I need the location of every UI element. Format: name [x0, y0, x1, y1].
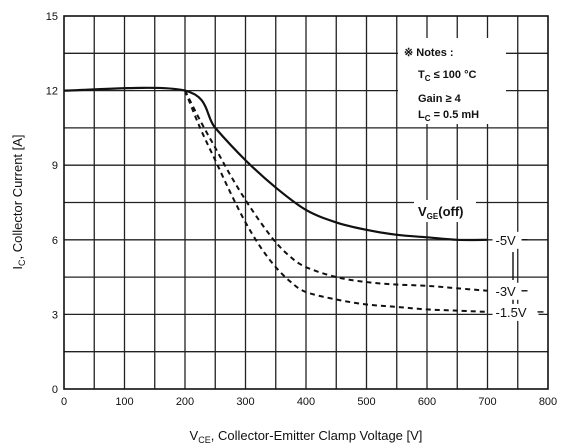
y-axis-label: IC, Collector Current [A]	[10, 134, 27, 269]
notes-gain: Gain ≥ 4	[418, 93, 462, 105]
x-tick-label: 500	[357, 396, 375, 408]
series-line--5V	[63, 86, 488, 242]
plot-frame	[63, 15, 549, 390]
series-label: -1.5V	[496, 305, 527, 320]
series-line--1_5V	[184, 90, 488, 313]
y-tick-label: 3	[52, 309, 58, 321]
x-tick-label: 100	[115, 396, 133, 408]
series-label: -3V	[496, 284, 517, 299]
x-tick-label: 400	[297, 396, 315, 408]
notes-background	[398, 38, 506, 124]
x-tick-label: 800	[539, 396, 557, 408]
series-label: -5V	[496, 233, 517, 248]
y-tick-label: 9	[52, 160, 58, 172]
notes-title: ※ Notes :	[404, 47, 454, 59]
series-label-background	[492, 282, 523, 300]
y-tick-label: 0	[52, 384, 58, 396]
series-line--3V	[184, 90, 488, 292]
x-tick-label: 300	[236, 396, 254, 408]
series-label-background	[492, 231, 523, 249]
legend-title-background	[414, 200, 476, 222]
x-tick-label: 200	[176, 396, 194, 408]
y-tick-label: 15	[46, 11, 58, 23]
legend-title: VGE(off)	[418, 204, 464, 221]
x-axis-label: VCE, Collector-Emitter Clamp Voltage [V]	[190, 428, 423, 445]
tick-labels: 0 100 200 300 400 500 600 700 800 0 3 6 9 12 15	[46, 11, 557, 408]
x-tick-label: 600	[418, 396, 436, 408]
series-label-background	[492, 303, 539, 321]
notes: ※ Notes : TC ≤ 100 °C Gain ≥ 4 LC = 0.5 …	[404, 47, 479, 123]
y-tick-label: 6	[52, 235, 58, 247]
notes-inductance: LC = 0.5 mH	[418, 109, 479, 123]
series-labels: -5V -3V -1.5V	[492, 231, 544, 321]
notes-temperature: TC ≤ 100 °C	[418, 69, 476, 83]
series-lines	[63, 86, 488, 313]
x-tick-label: 700	[478, 396, 496, 408]
y-tick-label: 12	[46, 86, 58, 98]
x-tick-label: 0	[61, 396, 67, 408]
